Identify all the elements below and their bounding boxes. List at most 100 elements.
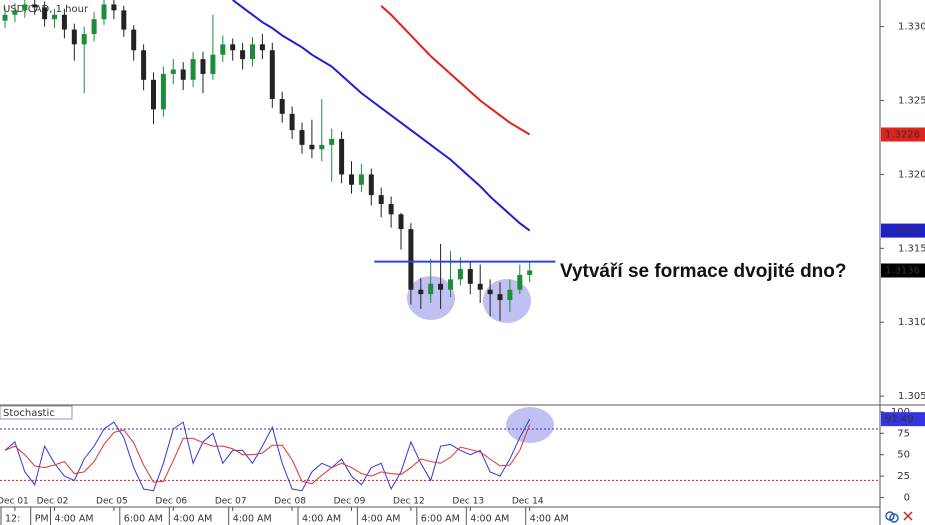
stochastic-line xyxy=(4,418,531,492)
stochastic-line xyxy=(4,424,531,485)
x-tick-label: PM xyxy=(35,514,49,525)
candle-body xyxy=(180,69,186,80)
candle-body xyxy=(61,14,67,30)
candle-body xyxy=(467,269,473,284)
pane-title: Stochastic xyxy=(3,408,55,419)
candle-body xyxy=(457,269,463,280)
candle-body xyxy=(527,270,533,275)
candle-body xyxy=(121,10,127,30)
candle-body xyxy=(299,130,305,145)
x-tick-label: Dec 07 xyxy=(215,497,247,507)
candle-body xyxy=(448,279,453,290)
candle-body xyxy=(438,283,444,290)
candle-body xyxy=(12,10,18,15)
candle-body xyxy=(71,29,77,45)
x-tick-label: Dec 06 xyxy=(155,497,187,507)
candle-body xyxy=(269,50,275,100)
candle-body xyxy=(408,229,414,290)
candle-body xyxy=(378,195,384,204)
candle-body xyxy=(210,54,216,74)
x-tick-label: Dec 01 xyxy=(0,497,29,507)
candle-body xyxy=(339,138,345,175)
x-tick-label: Dec 05 xyxy=(96,497,128,507)
y-tick-label: 25 xyxy=(897,471,910,482)
candle-body xyxy=(190,59,196,80)
moving-average xyxy=(232,0,531,232)
candle-body xyxy=(497,294,503,301)
x-tick-label: Dec 02 xyxy=(37,497,69,507)
candle-body xyxy=(250,44,255,60)
y-tick-label: 50 xyxy=(897,450,910,461)
candle-body xyxy=(398,214,404,230)
candle-body xyxy=(240,50,246,60)
candle-body xyxy=(487,289,493,295)
x-tick-label: 4:00 AM xyxy=(470,514,509,525)
annotation: Vytváří se formace dvojité dno? xyxy=(560,261,847,282)
icon xyxy=(889,513,899,523)
candle-body xyxy=(358,174,364,185)
icon[interactable] xyxy=(903,511,913,521)
price-tag xyxy=(881,263,925,278)
candle-body xyxy=(428,283,434,295)
x-tick-label: Dec 14 xyxy=(512,497,544,507)
x-tick-label: Dec 09 xyxy=(334,497,366,507)
candle-body xyxy=(42,7,48,20)
candle-body xyxy=(220,44,226,55)
x-tick-label: Dec 13 xyxy=(452,497,484,507)
x-tick-label: 4:00 AM xyxy=(361,514,400,525)
candle-body xyxy=(418,289,424,295)
x-tick-label: 4:00 AM xyxy=(55,514,94,525)
candle-body xyxy=(319,144,325,150)
candle-body xyxy=(52,14,57,20)
candle-body xyxy=(131,29,137,51)
x-tick-label: 4:00 AM xyxy=(302,514,341,525)
candle-body xyxy=(2,14,8,21)
candle-body xyxy=(170,69,176,74)
x-tick-label: 4:00 AM xyxy=(173,514,212,525)
candle-body xyxy=(477,283,483,290)
x-tick-label: 4:00 AM xyxy=(530,514,569,525)
candle-body xyxy=(507,289,513,301)
candle-body xyxy=(259,44,265,51)
toolbar-icons xyxy=(885,511,913,523)
x-tick-label: 12: xyxy=(5,514,20,525)
candle-body xyxy=(111,4,117,11)
candle-body xyxy=(329,138,335,145)
price-tag-label: 91.49 xyxy=(885,414,914,425)
candle-body xyxy=(349,174,354,185)
candle-body xyxy=(388,203,394,215)
price-tag xyxy=(881,223,925,238)
x-tick-label: Dec 12 xyxy=(393,497,425,507)
x-tick-label: Dec 08 xyxy=(274,497,306,507)
price-tag-label: 1.3228 xyxy=(885,130,920,141)
x-tick-label: 4:00 AM xyxy=(233,514,272,525)
candle-body xyxy=(368,174,374,196)
candle-body xyxy=(309,144,315,150)
y-tick-label: 75 xyxy=(897,428,910,439)
candle-body xyxy=(22,4,28,11)
x-tick-label: 6:00 AM xyxy=(124,514,163,525)
candle-body xyxy=(151,79,156,110)
candle-body xyxy=(517,274,523,290)
candle-body xyxy=(141,50,147,80)
x-tick-label: 6:00 AM xyxy=(421,514,460,525)
candle-body xyxy=(81,33,87,45)
y-tick-label: 0 xyxy=(904,493,910,504)
price-tag-label: 1.3163 xyxy=(885,226,920,237)
candle-body xyxy=(101,4,107,20)
candle-body xyxy=(230,44,236,51)
price-tag xyxy=(881,412,925,427)
pane-label-box xyxy=(0,405,73,420)
price-tag xyxy=(881,127,925,142)
candle-body xyxy=(32,4,38,8)
highlight-circle xyxy=(483,279,531,323)
price-tag-label: 1.3136 xyxy=(885,265,920,276)
moving-average xyxy=(380,5,531,136)
candle-body xyxy=(289,113,295,131)
